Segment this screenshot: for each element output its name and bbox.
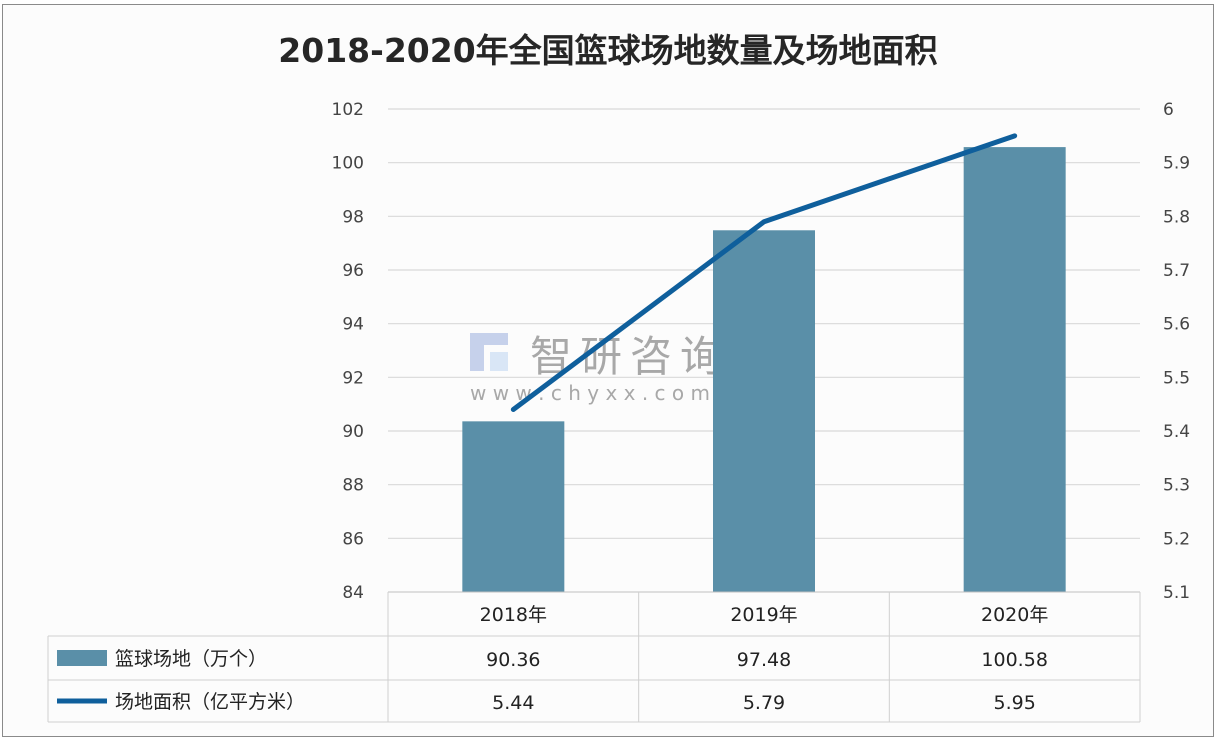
right-axis-tick: 5.5 — [1163, 368, 1190, 388]
table-header-cell: 2019年 — [730, 604, 797, 626]
right-axis-tick: 5.2 — [1163, 529, 1190, 549]
left-axis-tick: 86 — [342, 529, 364, 549]
left-axis-tick: 84 — [342, 583, 364, 603]
left-axis-tick: 92 — [342, 368, 364, 388]
right-axis-tick: 5.7 — [1163, 261, 1190, 281]
left-axis-tick: 98 — [342, 207, 364, 227]
table-cell: 97.48 — [737, 649, 791, 671]
table-row-label: 场地面积（亿平方米） — [115, 691, 305, 713]
left-axis-tick: 94 — [342, 315, 364, 335]
table-cell: 100.58 — [981, 649, 1047, 671]
left-axis-tick: 88 — [342, 476, 364, 496]
right-axis-tick: 5.6 — [1163, 315, 1190, 335]
watermark-logo-icon — [470, 333, 484, 371]
left-axis-tick: 96 — [342, 261, 364, 281]
right-axis-tick: 5.3 — [1163, 476, 1190, 496]
table-cell: 5.44 — [492, 692, 534, 714]
table-header-cell: 2018年 — [480, 604, 547, 626]
bar-2020年 — [963, 147, 1066, 592]
table-cell: 5.95 — [994, 692, 1036, 714]
table-row-label: 篮球场地（万个） — [115, 648, 267, 670]
watermark-logo-icon — [490, 352, 508, 371]
table-cell: 5.79 — [743, 692, 785, 714]
bar-2019年 — [713, 230, 815, 592]
bar-2018年 — [462, 421, 565, 592]
watermark-logo-icon — [484, 333, 508, 345]
right-axis-tick: 5.4 — [1163, 422, 1190, 442]
right-axis-tick: 5.9 — [1163, 154, 1190, 174]
left-axis-tick: 90 — [342, 422, 364, 442]
right-axis-tick: 6 — [1163, 100, 1174, 120]
line-series-area — [510, 133, 1018, 413]
table-cell: 90.36 — [486, 649, 540, 671]
legend-line-swatch-icon — [57, 698, 107, 704]
right-axis-tick: 5.8 — [1163, 207, 1190, 227]
right-axis-tick: 5.1 — [1163, 583, 1190, 603]
left-axis-tick: 102 — [332, 100, 364, 120]
left-axis-tick: 100 — [332, 154, 364, 174]
table-header-cell: 2020年 — [981, 604, 1048, 626]
chart-title: 2018-2020年全国篮球场地数量及场地面积 — [278, 31, 938, 70]
legend-bar-swatch-icon — [57, 650, 107, 666]
watermark-url: w w w . c h y x x . c o m — [470, 381, 710, 405]
